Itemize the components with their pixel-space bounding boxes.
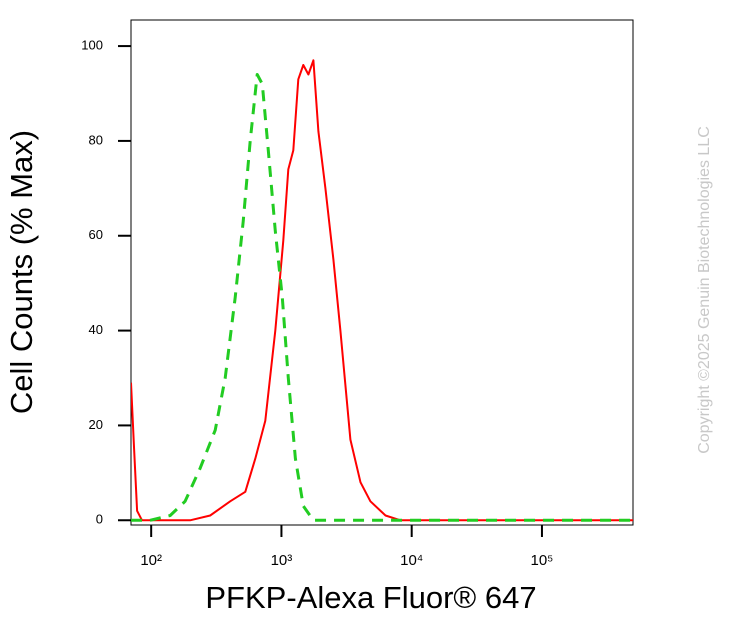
y-tick-label: 80 (89, 132, 103, 147)
watermark: Copyright ©2025 Genuin Biotechnologies L… (696, 126, 713, 454)
y-tick-label: 20 (89, 417, 103, 432)
y-tick-label: 100 (81, 38, 103, 53)
x-tick-label: 10³ (271, 552, 293, 569)
histogram-line (131, 73, 633, 522)
plot-frame (130, 19, 634, 526)
x-tick-label: 10² (140, 552, 162, 569)
y-tick-label: 0 (96, 512, 103, 527)
x-tick-label: 10⁴ (400, 552, 423, 569)
x-tick-label: 10⁵ (531, 552, 554, 569)
y-tick-label: 40 (89, 322, 103, 337)
histogram-line (131, 59, 633, 522)
y-axis-label: Cell Counts (% Max) (4, 130, 39, 414)
y-tick-label: 60 (89, 227, 103, 242)
plot-area (131, 59, 633, 522)
x-axis-label: PFKP-Alexa Fluor® 647 (205, 580, 536, 615)
